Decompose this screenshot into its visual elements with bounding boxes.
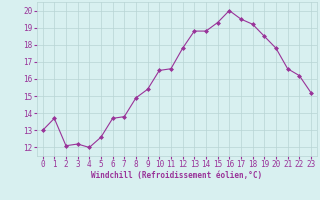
X-axis label: Windchill (Refroidissement éolien,°C): Windchill (Refroidissement éolien,°C): [91, 171, 262, 180]
